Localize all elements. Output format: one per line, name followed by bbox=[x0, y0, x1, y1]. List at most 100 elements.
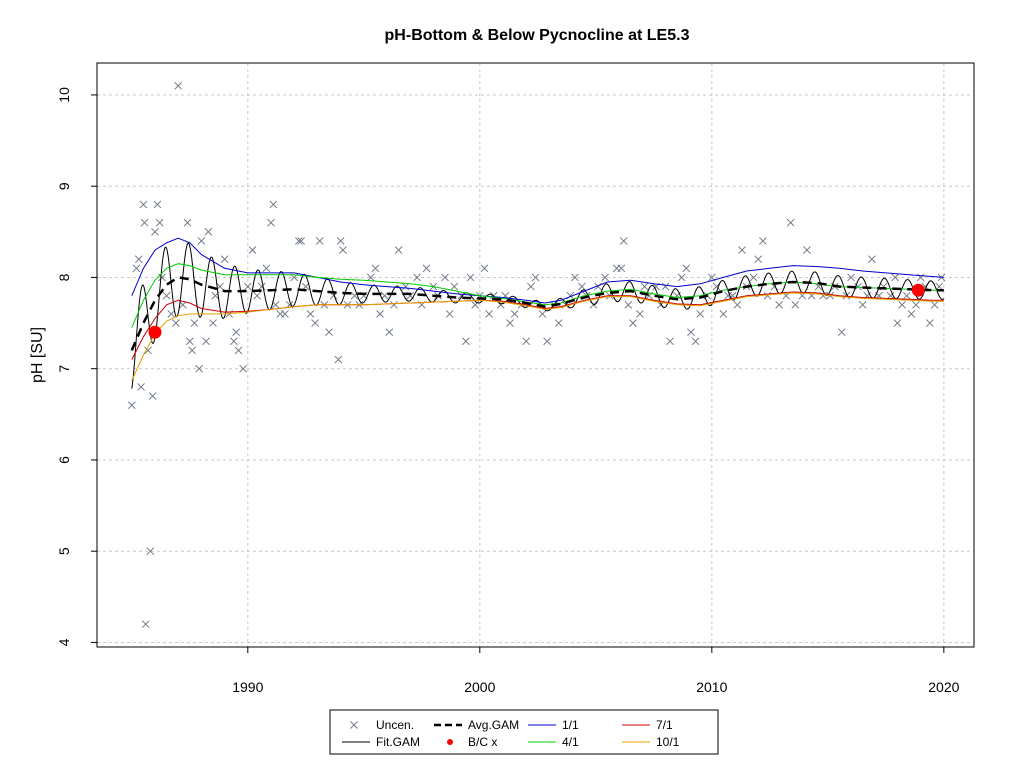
observation-stroke bbox=[930, 300, 939, 309]
observation-stroke bbox=[220, 255, 229, 264]
observation-point bbox=[141, 620, 150, 629]
plot-frame bbox=[96, 62, 975, 648]
observation-point bbox=[202, 337, 210, 346]
observation-stroke bbox=[578, 282, 586, 291]
observation-point bbox=[868, 255, 876, 264]
observation-stroke bbox=[371, 264, 380, 273]
observation-point bbox=[385, 328, 394, 337]
y-tick-label: 10 bbox=[56, 87, 72, 103]
observation-point bbox=[376, 310, 384, 318]
observation-stroke bbox=[325, 328, 333, 337]
observation-point bbox=[763, 291, 772, 300]
observation-point bbox=[413, 273, 422, 282]
observation-point bbox=[230, 337, 238, 346]
bc-point bbox=[911, 283, 925, 297]
chart-title: pH-Bottom & Below Pycnocline at LE5.3 bbox=[385, 27, 690, 44]
bc-point bbox=[148, 325, 162, 339]
observation-point bbox=[578, 282, 586, 291]
observation-stroke bbox=[480, 264, 489, 273]
observation-stroke bbox=[281, 310, 289, 318]
legend-label: 10/1 bbox=[656, 735, 680, 749]
observation-stroke bbox=[687, 328, 695, 337]
observation-point bbox=[232, 328, 241, 337]
observation-stroke bbox=[190, 319, 199, 327]
observation-stroke bbox=[243, 282, 252, 291]
observation-stroke bbox=[188, 346, 196, 355]
observation-point bbox=[144, 346, 152, 355]
observation-stroke bbox=[527, 282, 535, 291]
legend-item-uncen: Uncen. bbox=[350, 718, 414, 732]
observation-point bbox=[619, 237, 628, 245]
avg-gam-line bbox=[130, 276, 944, 351]
observation-point bbox=[898, 300, 906, 309]
observation-point bbox=[858, 300, 867, 309]
observation-point bbox=[522, 337, 531, 346]
observation-stroke bbox=[155, 218, 164, 227]
observation-stroke bbox=[234, 346, 243, 355]
observation-stroke bbox=[141, 620, 150, 629]
observation-stroke bbox=[339, 246, 347, 254]
observation-point bbox=[935, 282, 944, 291]
observation-point bbox=[183, 218, 192, 227]
observation-point bbox=[234, 346, 243, 355]
observation-stroke bbox=[926, 319, 934, 327]
observation-point bbox=[629, 319, 637, 327]
observation-stroke bbox=[441, 273, 449, 282]
observation-stroke bbox=[775, 300, 783, 309]
observation-point bbox=[269, 200, 278, 209]
observation-stroke bbox=[148, 392, 157, 400]
observation-stroke bbox=[531, 273, 540, 282]
observation-stroke bbox=[854, 282, 862, 291]
observation-stroke bbox=[385, 328, 394, 337]
observation-stroke bbox=[153, 200, 162, 209]
observation-point bbox=[281, 310, 289, 318]
observation-point bbox=[139, 200, 148, 209]
observation-point bbox=[531, 273, 540, 282]
y-tick-label: 6 bbox=[56, 456, 72, 464]
observation-point bbox=[538, 310, 547, 318]
observation-stroke bbox=[819, 291, 828, 300]
observation-point bbox=[854, 282, 862, 291]
observation-point bbox=[297, 237, 306, 245]
legend-item-avg_gam: Avg.GAM bbox=[434, 718, 519, 732]
observation-stroke bbox=[791, 300, 800, 309]
observation-point bbox=[661, 282, 670, 291]
observation-stroke bbox=[127, 401, 136, 410]
legend-label: 1/1 bbox=[562, 718, 579, 732]
observation-stroke bbox=[413, 273, 422, 282]
observation-point bbox=[754, 255, 763, 264]
observation-stroke bbox=[571, 273, 579, 282]
y-tick-label: 7 bbox=[56, 365, 72, 373]
observation-point bbox=[733, 300, 742, 309]
observation-stroke bbox=[661, 282, 670, 291]
observation-stroke bbox=[257, 282, 266, 291]
legend-label: B/C x bbox=[468, 735, 497, 749]
x-tick-label: 1990 bbox=[232, 679, 263, 695]
legend-label: Uncen. bbox=[376, 718, 414, 732]
observation-point bbox=[902, 291, 911, 300]
observation-stroke bbox=[733, 300, 742, 309]
observation-point bbox=[786, 218, 795, 227]
observation-stroke bbox=[522, 337, 531, 346]
observation-stroke bbox=[858, 300, 867, 309]
plot-area bbox=[127, 81, 946, 629]
observation-stroke bbox=[271, 300, 280, 309]
observation-stroke bbox=[749, 273, 758, 282]
observation-point bbox=[172, 319, 180, 327]
observation-stroke bbox=[144, 346, 152, 355]
observation-stroke bbox=[297, 237, 306, 245]
observation-point bbox=[151, 227, 159, 236]
y-tick-label: 5 bbox=[56, 547, 72, 555]
observation-point bbox=[926, 319, 934, 327]
observation-stroke bbox=[466, 273, 475, 282]
observation-point bbox=[571, 273, 579, 282]
observation-stroke bbox=[666, 337, 674, 346]
legend-label: 4/1 bbox=[562, 735, 579, 749]
legend-item-s1_1: 1/1 bbox=[528, 718, 579, 732]
observation-stroke bbox=[457, 291, 466, 300]
observation-point bbox=[847, 273, 855, 282]
observation-point bbox=[506, 319, 514, 327]
observation-point bbox=[336, 237, 345, 245]
y-tick-label: 8 bbox=[56, 273, 72, 281]
observation-point bbox=[209, 319, 217, 327]
